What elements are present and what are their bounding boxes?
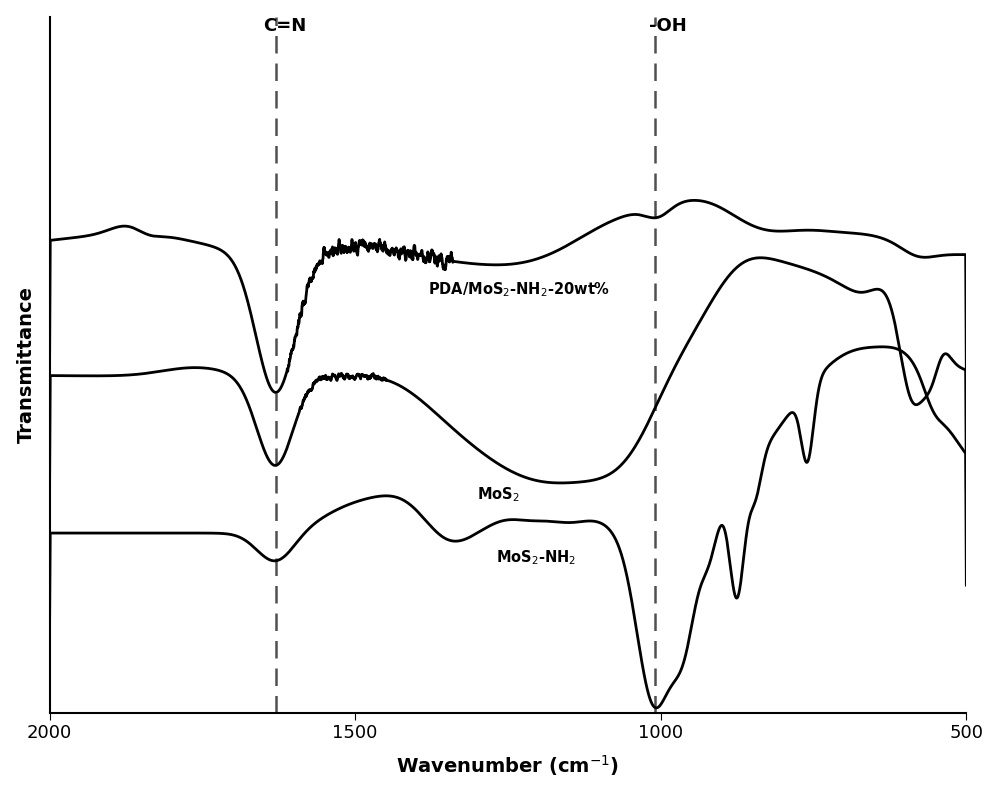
Text: -OH: -OH	[649, 17, 686, 35]
Text: C=N: C=N	[263, 17, 307, 35]
Text: MoS$_2$: MoS$_2$	[477, 486, 520, 504]
Y-axis label: Transmittance: Transmittance	[17, 286, 36, 443]
Text: PDA/MoS$_2$-NH$_2$-20wt%: PDA/MoS$_2$-NH$_2$-20wt%	[428, 281, 611, 300]
Text: MoS$_2$-NH$_2$: MoS$_2$-NH$_2$	[496, 549, 576, 568]
X-axis label: Wavenumber (cm$^{-1}$): Wavenumber (cm$^{-1}$)	[396, 754, 620, 778]
